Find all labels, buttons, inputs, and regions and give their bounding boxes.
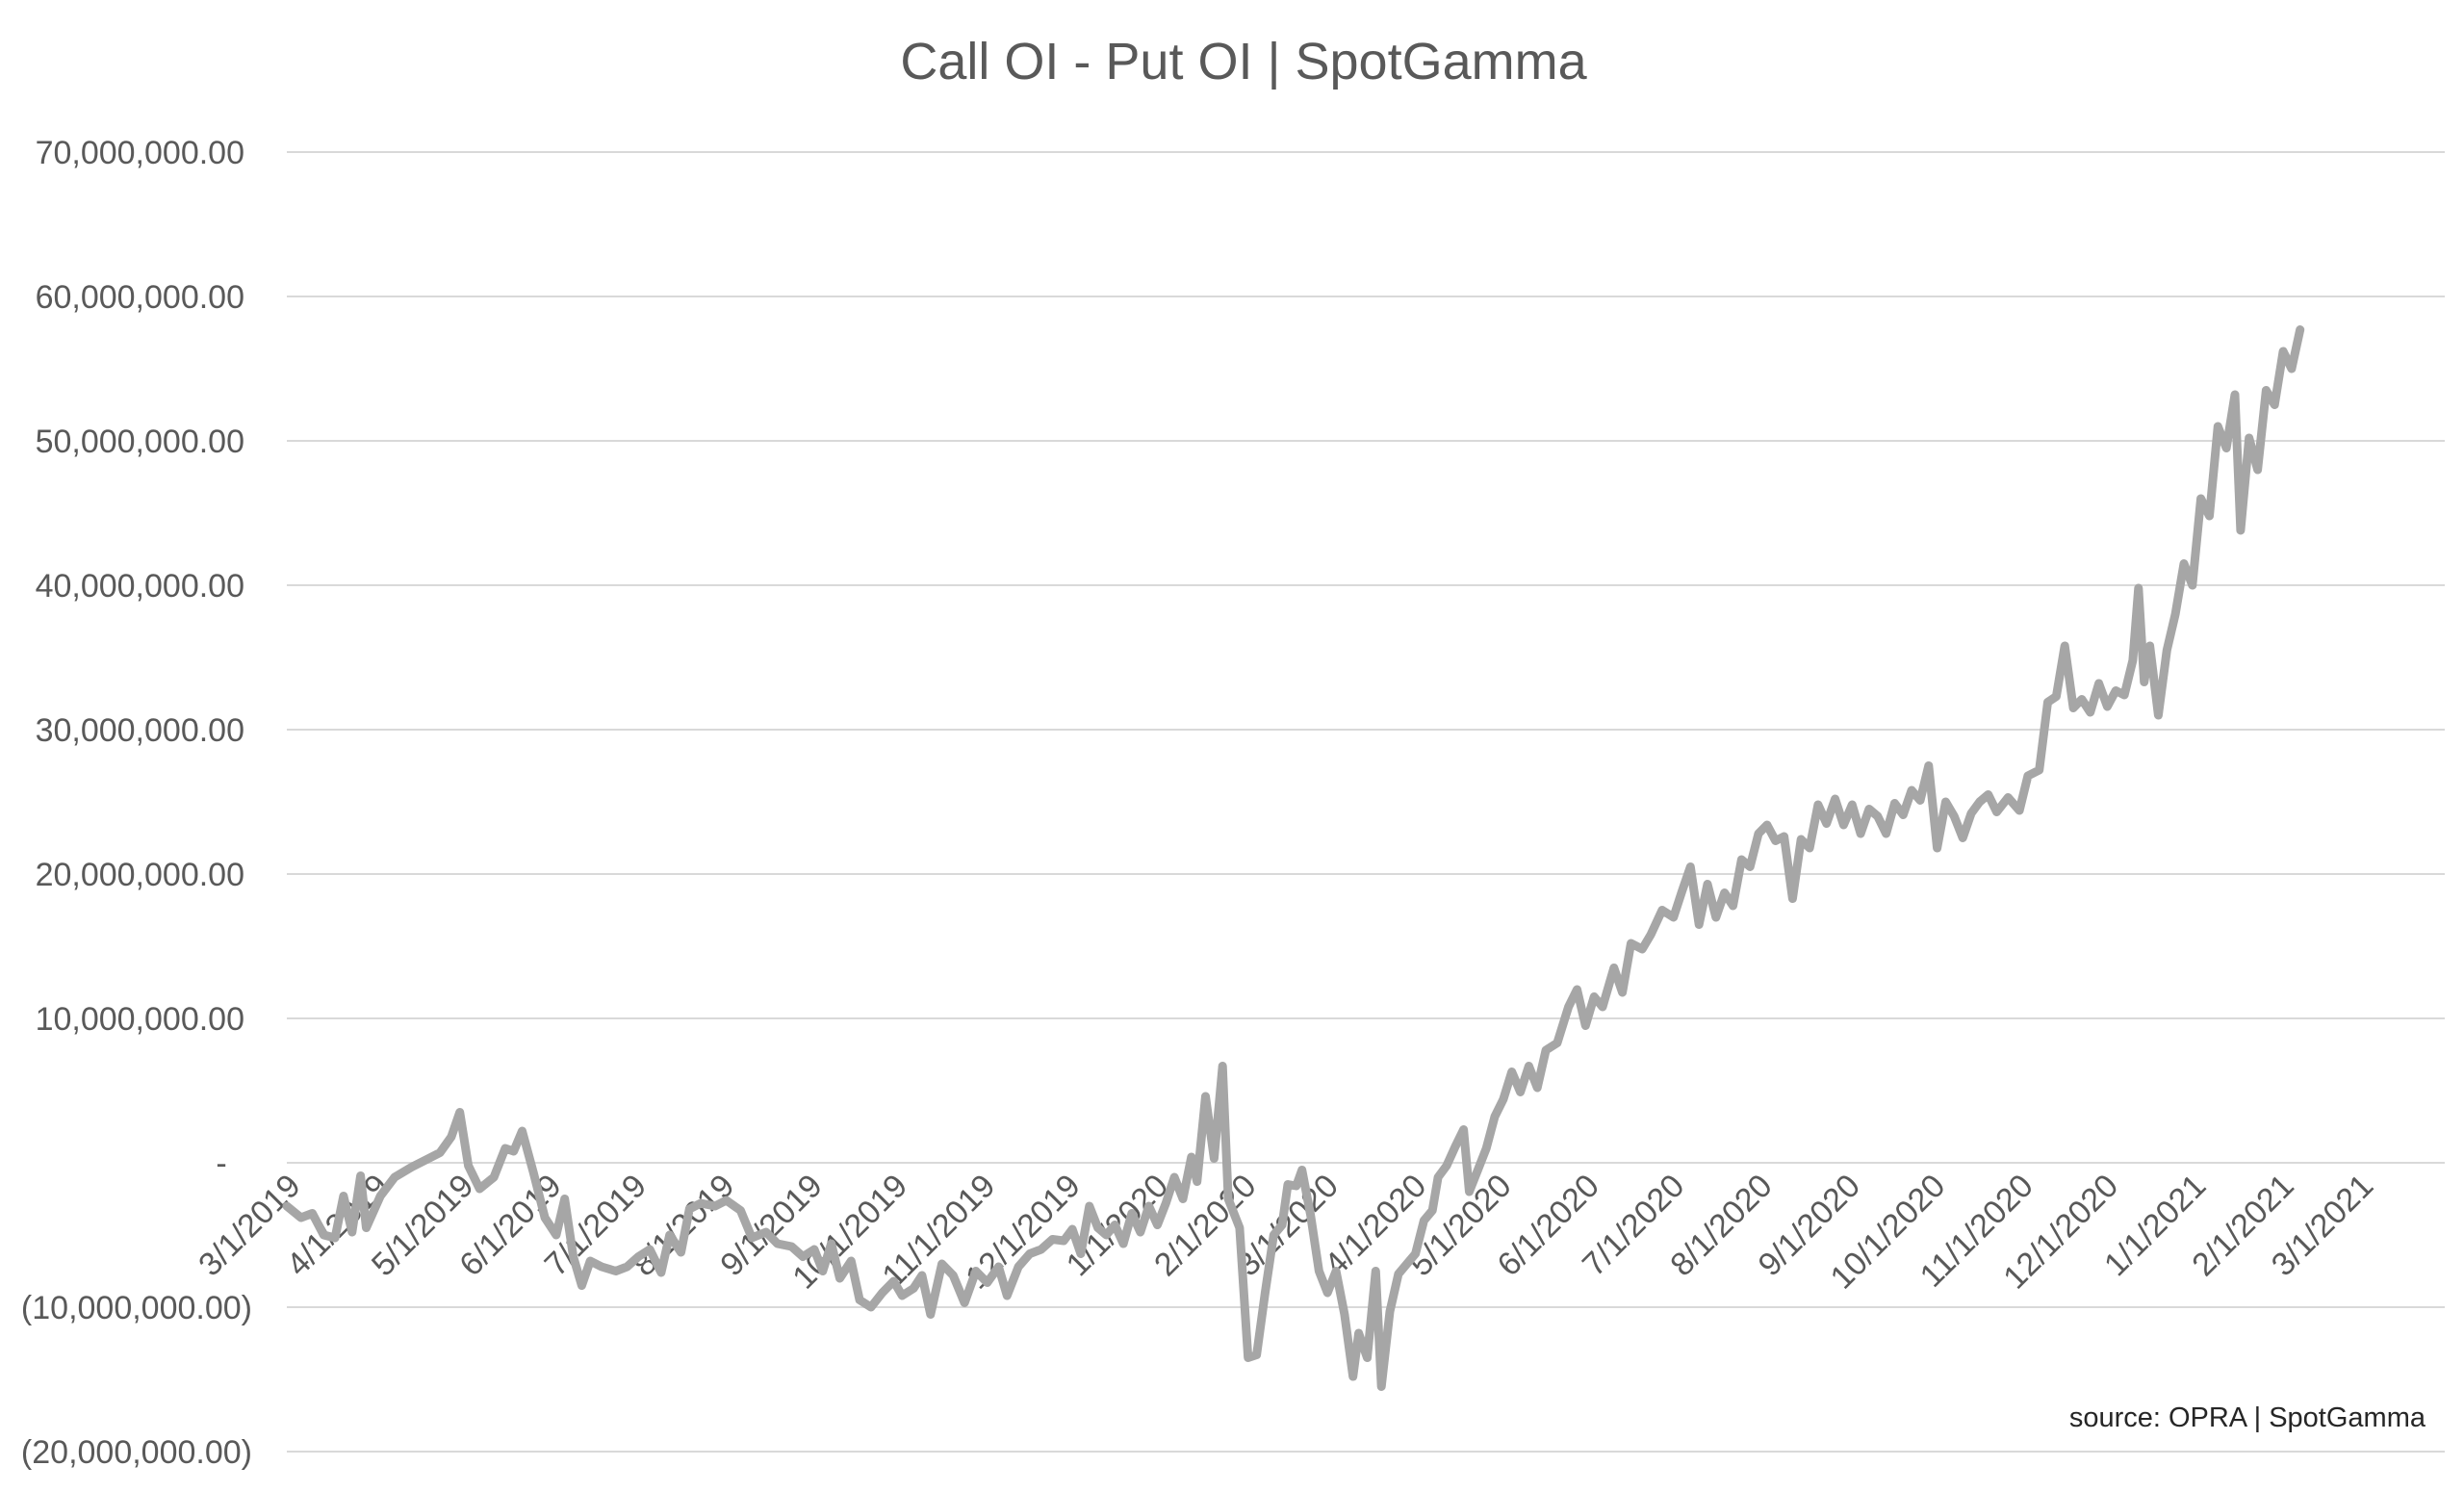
y-axis-tick-labels: 70,000,000.00 60,000,000.00 50,000,000.00 4…: [21, 135, 252, 1471]
y-tick-label: (10,000,000.00): [21, 1290, 252, 1326]
y-tick-label: -: [216, 1145, 226, 1182]
y-tick-label: (20,000,000.00): [21, 1434, 252, 1471]
y-tick-label: 20,000,000.00: [36, 857, 244, 893]
y-tick-label: 30,000,000.00: [36, 712, 244, 749]
y-tick-label: 60,000,000.00: [36, 279, 244, 316]
y-tick-label: 50,000,000.00: [36, 424, 244, 460]
gridlines: [287, 151, 2445, 1453]
chart-title: Call OI - Put OI | SpotGamma: [900, 33, 1587, 90]
series-layer: [282, 325, 2305, 1391]
series-line: [282, 325, 2305, 1391]
y-tick-label: 10,000,000.00: [36, 1001, 244, 1038]
source-note: source: OPRA | SpotGamma: [2069, 1402, 2426, 1433]
y-tick-label: 40,000,000.00: [36, 568, 244, 605]
y-tick-label: 70,000,000.00: [36, 135, 244, 171]
